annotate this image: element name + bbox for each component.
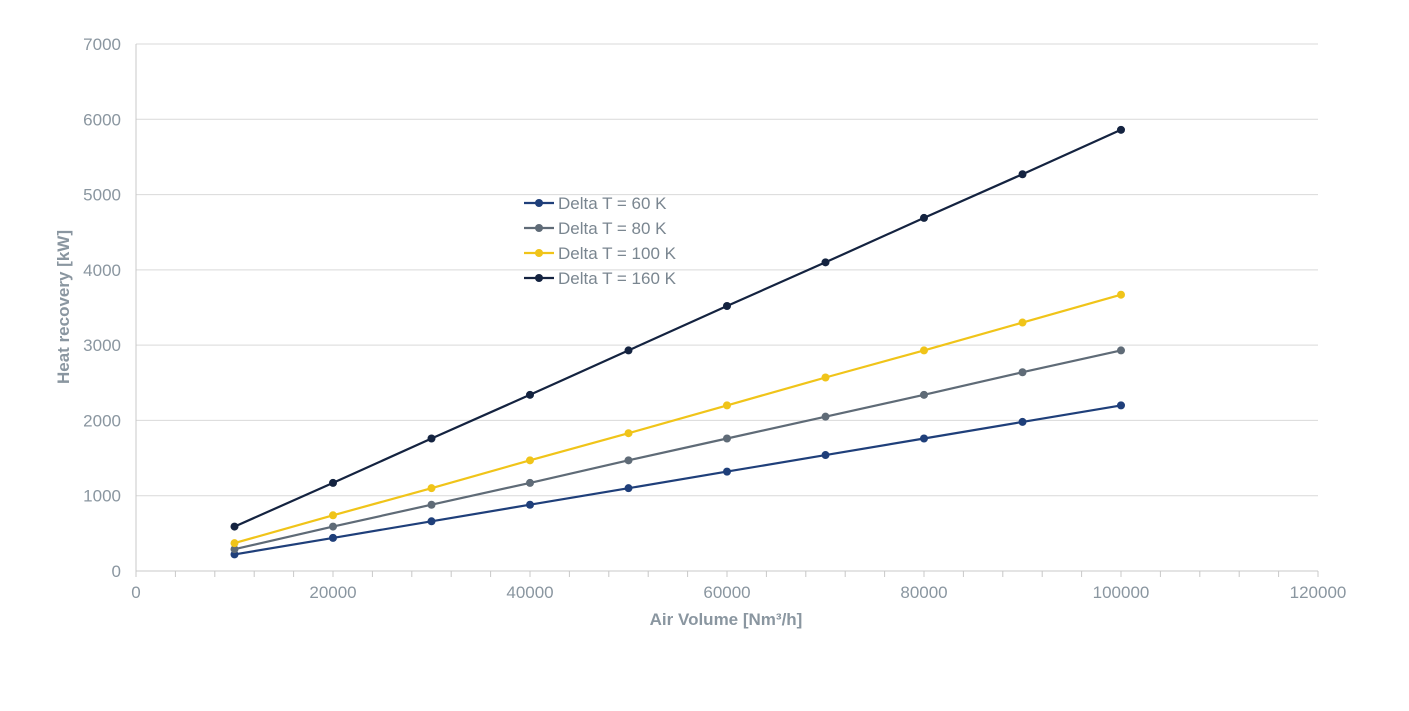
x-tick-label: 120000: [1290, 583, 1347, 602]
data-point: [920, 346, 928, 355]
data-point: [329, 478, 337, 487]
legend-item: Delta T = 160 K: [524, 269, 677, 288]
y-tick-label: 3000: [83, 336, 121, 355]
data-point: [1018, 417, 1027, 426]
series-0: [230, 401, 1125, 559]
y-tick-label: 0: [112, 562, 121, 581]
legend-item: Delta T = 80 K: [524, 219, 667, 238]
legend-swatch-marker: [535, 199, 543, 207]
data-point: [427, 434, 436, 443]
data-point: [821, 412, 830, 421]
data-point: [920, 390, 928, 399]
series-line: [234, 404, 1122, 556]
data-point: [1018, 368, 1027, 377]
data-point: [920, 434, 928, 443]
y-tick-label: 7000: [83, 35, 121, 54]
y-axis-title: Heat recovery [kW]: [54, 230, 73, 384]
data-point: [329, 533, 337, 542]
series-1: [230, 346, 1125, 554]
x-axis-title: Air Volume [Nm³/h]: [650, 610, 803, 629]
x-tick-label: 40000: [506, 583, 553, 602]
y-tick-label: 6000: [83, 110, 121, 129]
data-point: [427, 500, 436, 509]
data-point: [230, 539, 239, 548]
data-point: [723, 467, 731, 476]
data-point: [1018, 318, 1027, 327]
legend-label: Delta T = 100 K: [558, 244, 677, 263]
x-tick-label: 80000: [900, 583, 947, 602]
data-point: [1117, 401, 1125, 410]
data-point: [723, 301, 731, 310]
y-tick-label: 5000: [83, 186, 121, 205]
data-point: [821, 258, 830, 267]
data-point: [624, 484, 633, 493]
data-point: [723, 401, 731, 410]
legend-label: Delta T = 160 K: [558, 269, 677, 288]
data-point: [1117, 346, 1125, 355]
y-tick-label: 1000: [83, 487, 121, 506]
data-point: [1117, 290, 1125, 299]
x-tick-label: 0: [131, 583, 140, 602]
data-point: [329, 511, 337, 520]
data-point: [230, 545, 239, 554]
data-point: [624, 346, 633, 355]
series-3: [230, 125, 1125, 531]
data-point: [526, 500, 534, 509]
data-point: [723, 434, 731, 443]
legend-swatch-marker: [535, 274, 543, 282]
legend-label: Delta T = 60 K: [558, 194, 667, 213]
series-line: [234, 349, 1122, 551]
legend-item: Delta T = 60 K: [524, 194, 667, 213]
data-point: [624, 429, 633, 438]
x-tick-label: 20000: [309, 583, 356, 602]
legend-item: Delta T = 100 K: [524, 244, 677, 263]
legend-swatch-marker: [535, 224, 543, 232]
legend-swatch-marker: [535, 249, 543, 257]
data-point: [427, 484, 436, 493]
data-point: [329, 522, 337, 531]
data-point: [230, 522, 239, 531]
data-point: [427, 517, 436, 526]
x-tick-label: 100000: [1093, 583, 1150, 602]
data-point: [526, 390, 534, 399]
data-point: [1117, 125, 1125, 134]
series-2: [230, 290, 1125, 548]
data-point: [526, 478, 534, 487]
x-tick-label: 60000: [703, 583, 750, 602]
y-tick-label: 4000: [83, 261, 121, 280]
data-point: [821, 451, 830, 460]
legend-label: Delta T = 80 K: [558, 219, 667, 238]
y-tick-label: 2000: [83, 411, 121, 430]
legend: Delta T = 60 K Delta T = 80 K Delta T = 10…: [524, 194, 677, 288]
gridlines: [136, 43, 1318, 497]
data-point: [526, 456, 534, 465]
series-line: [234, 128, 1122, 528]
series-group: [230, 125, 1125, 559]
data-point: [1018, 170, 1027, 179]
data-point: [920, 213, 928, 222]
data-point: [624, 456, 633, 465]
axes: 0 1000 2000 3000 4000 5000 6000 7000 0 20000 40000…: [83, 35, 1346, 602]
series-line: [234, 293, 1122, 545]
data-point: [821, 373, 830, 382]
